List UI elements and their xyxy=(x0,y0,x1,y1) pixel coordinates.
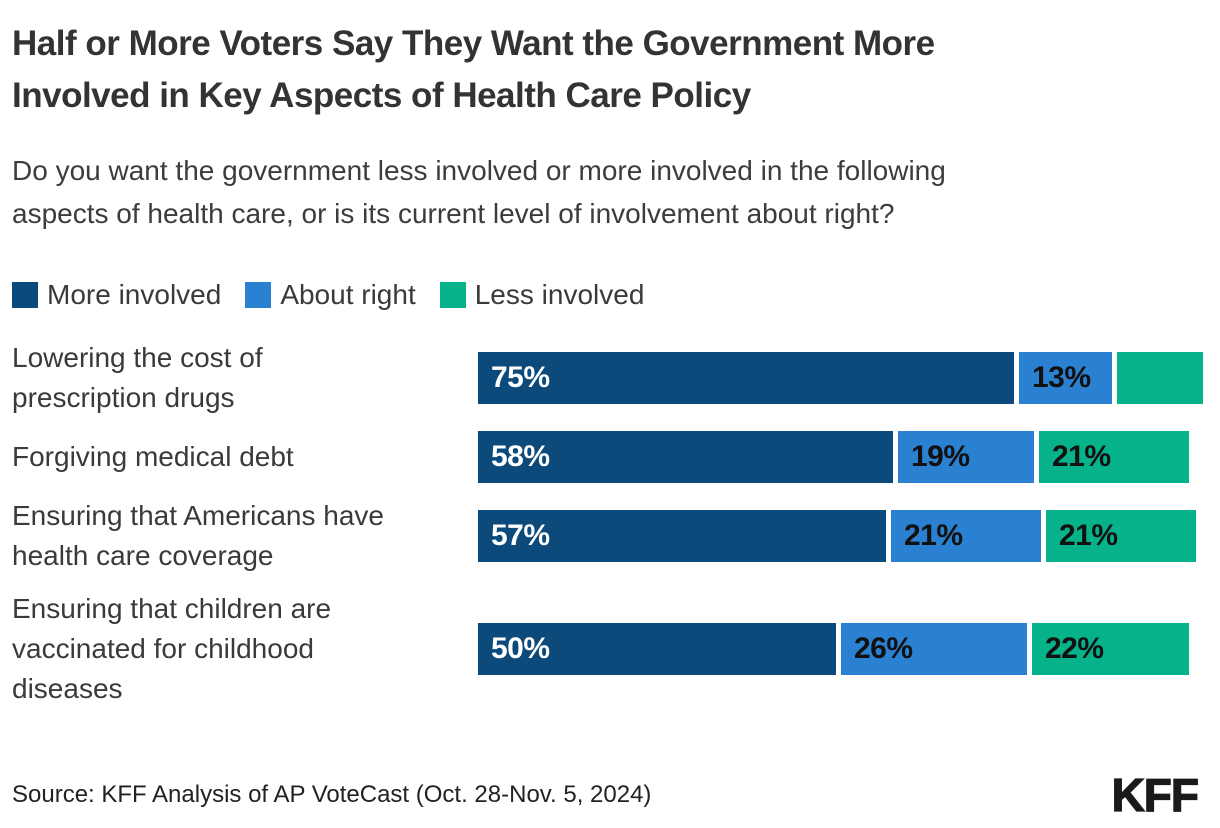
about-right-bar-segment: 21% xyxy=(891,510,1041,562)
category-label: Ensuring that Americans have health care… xyxy=(12,500,384,571)
category-label: Ensuring that children are vaccinated fo… xyxy=(12,593,332,704)
bar-value-label: 21% xyxy=(1059,519,1118,552)
bar-group: 58% 19% 21% xyxy=(478,431,1202,483)
chart-subtitle: Do you want the government less involved… xyxy=(12,155,946,229)
category-label: Lowering the cost of prescription drugs xyxy=(12,342,263,413)
legend-label: More involved xyxy=(47,279,222,310)
less-involved-bar-segment: 21% xyxy=(1046,510,1196,562)
bar-group: 50% 26% 22% xyxy=(478,623,1202,675)
bar-value-label: 19% xyxy=(911,440,970,473)
category-label: Forgiving medical debt xyxy=(12,441,294,472)
legend-label: About right xyxy=(280,279,416,310)
bar-value-label: 21% xyxy=(1052,440,1111,473)
more-involved-swatch-icon xyxy=(12,282,38,308)
footer: Source: KFF Analysis of AP VoteCast (Oct… xyxy=(12,769,1200,821)
legend-item-less-involved: Less involved xyxy=(439,279,645,310)
bar-value-label: 13% xyxy=(1032,361,1091,394)
chart-row: Forgiving medical debt 58% 19% 21% xyxy=(12,431,1202,483)
legend-item-more-involved: More involved xyxy=(12,281,221,309)
legend: More involved About right Less involved xyxy=(12,281,1202,309)
bar-value-label: 58% xyxy=(491,440,550,473)
about-right-bar-segment: 13% xyxy=(1019,352,1112,404)
about-right-bar-segment: 26% xyxy=(841,623,1027,675)
bar-group: 57% 21% 21% xyxy=(478,510,1202,562)
bar-chart: Lowering the cost of prescription drugs 7… xyxy=(12,338,1203,709)
less-involved-bar-segment: 21% xyxy=(1039,431,1189,483)
bar-value-label: 21% xyxy=(904,519,963,552)
bar-value-label: 50% xyxy=(491,632,550,665)
kff-logo: KFF xyxy=(1111,769,1200,821)
source-note: Source: KFF Analysis of AP VoteCast (Oct… xyxy=(12,781,652,808)
bar-value-label: 26% xyxy=(854,632,913,665)
chart-row: Ensuring that children are vaccinated fo… xyxy=(12,589,1202,709)
chart-row: Lowering the cost of prescription drugs 7… xyxy=(12,338,1203,418)
bar-value-label: 75% xyxy=(491,361,550,394)
bar-value-label: 57% xyxy=(491,519,550,552)
more-involved-bar-segment: 50% xyxy=(478,623,836,675)
less-involved-bar-segment xyxy=(1117,352,1203,404)
more-involved-bar-segment: 58% xyxy=(478,431,893,483)
less-involved-swatch-icon xyxy=(439,282,466,308)
less-involved-bar-segment: 22% xyxy=(1032,623,1189,675)
about-right-bar-segment: 19% xyxy=(898,431,1034,483)
chart-row: Ensuring that Americans have health care… xyxy=(12,496,1202,576)
about-right-swatch-icon xyxy=(245,282,272,308)
legend-item-about-right: About right xyxy=(245,279,416,310)
bar-group: 75% 13% xyxy=(478,352,1203,404)
more-involved-bar-segment: 57% xyxy=(478,510,886,562)
bar-value-label: 22% xyxy=(1045,632,1104,665)
legend-label: Less involved xyxy=(474,279,645,310)
more-involved-bar-segment: 75% xyxy=(478,352,1014,404)
chart-title: Half or More Voters Say They Want the Go… xyxy=(12,24,935,115)
